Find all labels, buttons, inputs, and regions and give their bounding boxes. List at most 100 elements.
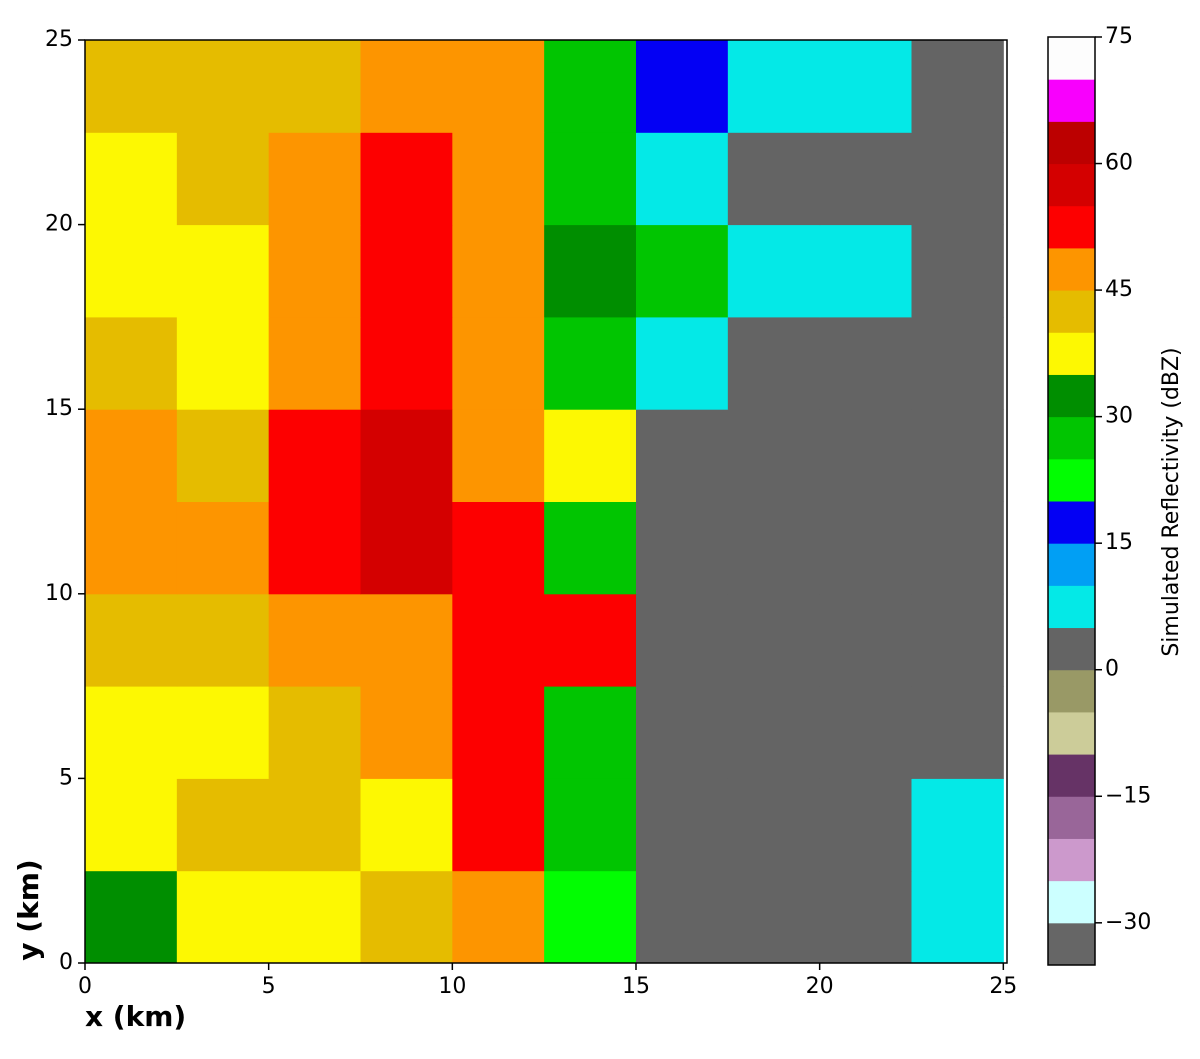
cell <box>911 870 1004 964</box>
cell <box>452 501 545 595</box>
cell <box>176 686 270 779</box>
cell <box>819 870 912 964</box>
colorbar-tick-label: −15 <box>1105 783 1151 808</box>
colorbar-segment <box>1048 458 1095 502</box>
cell <box>85 409 178 502</box>
cell <box>176 40 270 133</box>
cell <box>268 40 361 133</box>
colorbar-frame <box>1047 36 1096 966</box>
cell <box>727 409 821 502</box>
colorbar-tick-label: 75 <box>1105 24 1133 49</box>
cell <box>819 40 912 133</box>
colorbar-segment <box>1048 627 1095 671</box>
cell <box>268 501 361 595</box>
cell <box>544 593 637 687</box>
cell <box>727 316 821 410</box>
colorbar-tick-label: −30 <box>1105 910 1151 935</box>
x-tick-label: 25 <box>989 974 1017 999</box>
cell <box>544 686 637 779</box>
colorbar-segment <box>1048 711 1095 755</box>
cell <box>452 409 545 502</box>
cell <box>911 224 1004 318</box>
cell <box>911 501 1004 595</box>
y-tick-label: 20 <box>45 212 73 237</box>
cell <box>268 316 361 410</box>
cell <box>452 870 545 964</box>
cell <box>268 409 361 502</box>
colorbar-segment <box>1048 374 1095 418</box>
cell <box>819 686 912 779</box>
x-tick-label: 10 <box>438 974 466 999</box>
colorbar-segment <box>1048 501 1095 544</box>
cell <box>268 686 361 779</box>
cell <box>85 316 178 410</box>
cell <box>268 132 361 226</box>
cell <box>727 593 821 687</box>
cell <box>911 132 1004 226</box>
cell <box>85 870 178 964</box>
x-axis-label: x (km) <box>85 1000 186 1033</box>
cell <box>85 224 178 318</box>
cell <box>268 224 361 318</box>
colorbar-segment <box>1048 37 1095 80</box>
cell <box>452 40 545 133</box>
cell <box>635 132 729 226</box>
cell <box>911 593 1004 687</box>
cell <box>85 132 178 226</box>
cell <box>727 224 821 318</box>
cell <box>85 40 178 133</box>
cell <box>635 870 729 964</box>
cell <box>268 870 361 964</box>
colorbar-segment <box>1048 163 1095 207</box>
cell <box>85 593 178 687</box>
cell <box>635 501 729 595</box>
cell <box>819 593 912 687</box>
cell <box>544 316 637 410</box>
cell <box>819 501 912 595</box>
cell <box>544 224 637 318</box>
x-tick-label: 15 <box>622 974 650 999</box>
colorbar-segment <box>1048 669 1095 713</box>
cell <box>635 686 729 779</box>
cell <box>819 778 912 872</box>
cell <box>360 593 453 687</box>
cell <box>635 224 729 318</box>
cell <box>911 316 1004 410</box>
cell <box>452 224 545 318</box>
colorbar-tick-label: 30 <box>1105 404 1133 429</box>
cell <box>544 132 637 226</box>
cell <box>360 409 453 502</box>
cell <box>544 778 637 872</box>
cell <box>911 686 1004 779</box>
cell <box>452 316 545 410</box>
x-tick-label: 20 <box>806 974 834 999</box>
field <box>85 40 1004 964</box>
cell <box>819 224 912 318</box>
cell <box>176 224 270 318</box>
cell <box>819 409 912 502</box>
colorbar-segment <box>1048 796 1095 839</box>
colorbar-segment <box>1048 754 1095 797</box>
cell <box>176 316 270 410</box>
cell <box>635 778 729 872</box>
cell <box>452 132 545 226</box>
cell <box>544 870 637 964</box>
colorbar-segment <box>1048 416 1095 460</box>
cell <box>727 40 821 133</box>
colorbar-segment <box>1048 585 1095 629</box>
cell <box>360 686 453 779</box>
y-tick-label: 10 <box>45 581 73 606</box>
cell <box>360 132 453 226</box>
cell <box>268 593 361 687</box>
cell <box>176 778 270 872</box>
colorbar-segment <box>1048 880 1095 924</box>
cell <box>544 409 637 502</box>
cell <box>635 409 729 502</box>
cell <box>727 132 821 226</box>
colorbar-tick-label: 45 <box>1105 277 1133 302</box>
colorbar-label: Simulated Reflectivity (dBZ) <box>1159 347 1184 656</box>
cell <box>360 316 453 410</box>
cell <box>727 501 821 595</box>
cell <box>360 778 453 872</box>
cell <box>85 501 178 595</box>
